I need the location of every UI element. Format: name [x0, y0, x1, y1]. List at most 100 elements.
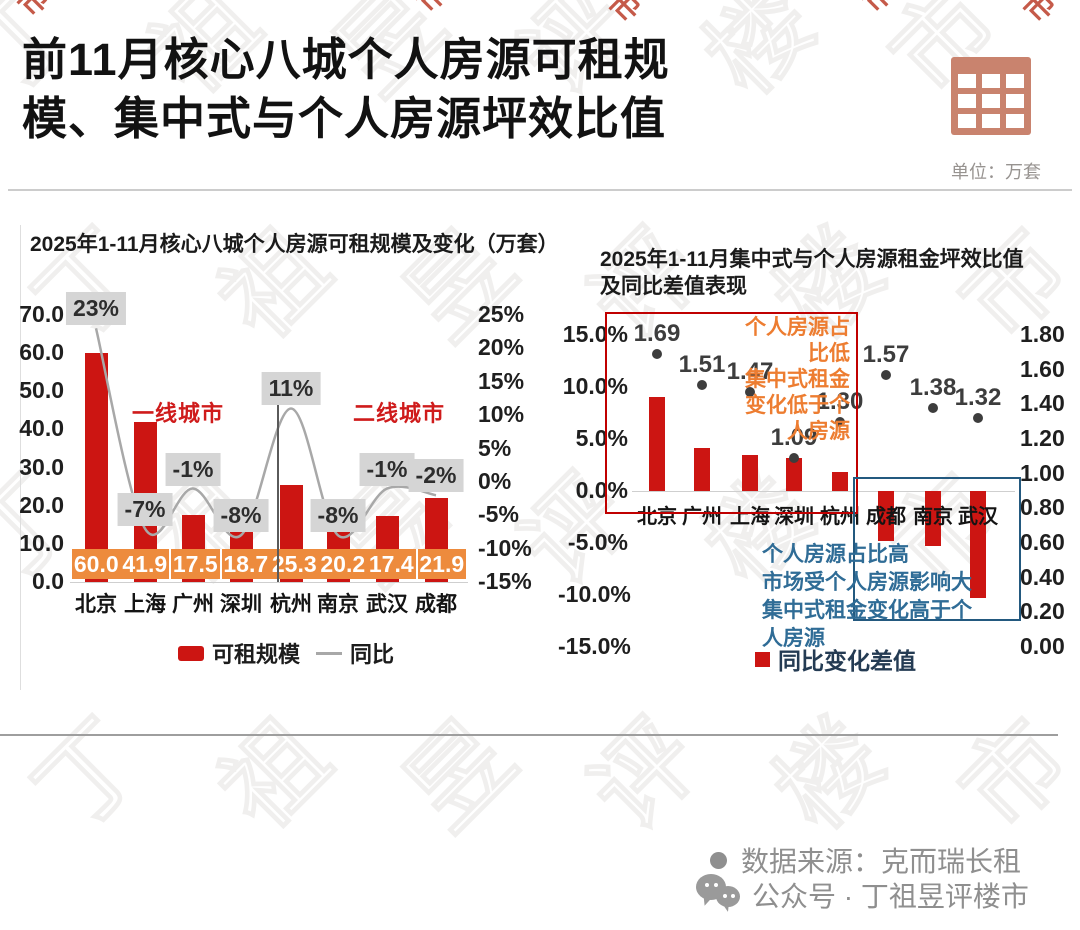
diff-bar	[694, 448, 710, 491]
ratio-dot	[789, 453, 799, 464]
yoy-legend-label: 同比	[350, 642, 395, 667]
yoy-value-label: -1%	[165, 452, 221, 486]
right-axis-tick: 25%	[478, 301, 525, 327]
diff-bar	[742, 454, 758, 491]
tier-divider-line	[277, 402, 279, 582]
city-label: 深圳	[774, 506, 814, 528]
right-axis-tick: 10%	[478, 401, 525, 428]
page-title-line1: 前11月核心八城个人房源可租规	[22, 34, 670, 85]
table-icon-cells	[958, 74, 1024, 128]
rental-scale-legend-swatch	[178, 645, 204, 661]
right-chart-left-axis-tick: -5.0%	[567, 529, 628, 555]
watermark-red-glyph: 市	[410, 0, 455, 19]
city-label: 武汉	[958, 506, 998, 528]
ratio-dot	[652, 349, 662, 360]
yoy-value-label: -7%	[117, 492, 173, 526]
ratio-value-label: 1.38	[909, 373, 957, 401]
wechat-icon	[696, 874, 742, 916]
right-chart-right-axis-tick: 1.60	[1020, 355, 1065, 382]
account-text: 公众号 · 丁祖昱评楼市	[752, 881, 1029, 912]
low-share-annotation-line: 集中式租金变化低于个人房源	[745, 368, 850, 443]
ratio-dot	[835, 416, 845, 427]
source-row: 数据来源：克而瑞长租	[710, 840, 1021, 880]
yoy-value-label: -1%	[359, 452, 415, 486]
right-chart-legend: 同比变化差值	[755, 642, 916, 676]
left-axis-tick: 40.0	[19, 415, 64, 442]
right-chart-right-axis-tick: 0.00	[1020, 633, 1065, 659]
ratio-dot	[697, 380, 707, 391]
bar-value-label: 25.3	[271, 550, 317, 577]
right-chart-left-axis-tick: 5.0%	[575, 425, 628, 451]
diff-bar	[832, 472, 848, 491]
right-axis-tick: 15%	[478, 367, 525, 394]
unit-label: 单位：万套	[951, 162, 1041, 182]
left-axis-tick: 70.0	[19, 301, 64, 327]
ratio-dot	[928, 402, 938, 413]
watermark-glyph: 楼	[754, 699, 905, 850]
bar-value-label: 60.0	[73, 550, 119, 577]
city-label: 成都	[866, 506, 906, 528]
bar-value-label: 21.9	[419, 550, 465, 577]
ratio-dot	[745, 387, 755, 398]
watermark-red-glyph: 市	[12, 0, 57, 23]
diff-legend-swatch	[755, 651, 770, 667]
yoy-value-label: 23%	[65, 292, 127, 326]
city-label: 广州	[682, 506, 722, 528]
right-chart-right-axis-tick: 1.40	[1020, 390, 1065, 417]
diff-bar	[786, 457, 802, 491]
page-title-line2: 模、集中式与个人房源坪效比值	[22, 93, 667, 144]
ratio-value-label: 1.09	[770, 424, 818, 452]
diff-bar	[970, 491, 986, 599]
high-share-annotation-line: 市场受个人房源影响大集中式租金变化高于个人房源	[762, 571, 972, 650]
left-axis-tick: 0.0	[32, 568, 64, 594]
watermark-glyph: 市	[939, 699, 1080, 850]
diff-bar	[878, 491, 894, 541]
yoy-value-label: -8%	[310, 499, 366, 533]
yoy-value-label: 11%	[261, 372, 321, 406]
right-chart-left-axis-tick: -15.0%	[558, 633, 631, 659]
right-axis-tick: -10%	[478, 534, 532, 561]
city-label: 北京	[637, 506, 677, 528]
city-label: 成都	[415, 593, 457, 616]
watermark-red-glyph: 市	[856, 0, 901, 19]
city-label: 南京	[317, 593, 359, 616]
ratio-value-label: 1.47	[726, 358, 774, 386]
watermark-glyph: 评	[569, 699, 720, 850]
yoy-value-label: -8%	[213, 499, 269, 533]
city-label: 武汉	[366, 593, 408, 616]
table-icon	[951, 57, 1031, 135]
bar-value-label: 20.2	[320, 550, 366, 577]
bullet-icon	[710, 851, 727, 869]
city-label: 南京	[913, 506, 953, 528]
right-axis-tick: -5%	[478, 501, 519, 528]
right-axis-tick: -15%	[478, 568, 532, 594]
ratio-value-label: 1.69	[633, 320, 681, 348]
ratio-value-label: 1.51	[678, 351, 726, 379]
header-divider	[8, 189, 1072, 191]
right-chart-title: 2025年1-11月集中式与个人房源租金坪效比值 及同比差值表现	[600, 248, 1024, 298]
right-chart-right-axis-tick: 0.40	[1020, 563, 1065, 590]
watermark-red-glyph: 市	[1018, 0, 1063, 29]
bar-value-label: 17.5	[171, 549, 222, 579]
bar-value-label: 18.7	[223, 550, 269, 577]
watermark-glyph: 楼	[684, 0, 835, 116]
high-share-annotation: 个人房源占比高市场受个人房源影响大集中式租金变化高于个人房源	[762, 541, 974, 653]
right-axis-tick: 5%	[478, 434, 512, 461]
watermark-glyph: 昱	[384, 699, 535, 850]
tier2-label: 二线城市	[352, 401, 446, 426]
watermark-glyph: 丁	[14, 699, 165, 850]
ratio-dot	[973, 413, 983, 424]
account-row: 公众号 · 丁祖昱评楼市	[696, 874, 1029, 916]
ratio-value-label: 1.32	[954, 384, 1002, 412]
data-source-text: 数据来源：克而瑞长租	[741, 846, 1022, 877]
right-chart-right-axis-tick: 0.20	[1020, 598, 1065, 625]
high-share-annotation-line: 个人房源占比高	[762, 543, 909, 566]
footer-divider	[0, 734, 1058, 736]
high-share-box	[853, 477, 1021, 621]
left-chart-legend: 可租规模 同比	[178, 637, 394, 669]
city-label: 北京	[75, 593, 117, 616]
low-share-annotation-line: 个人房源占比低	[745, 316, 850, 365]
diff-legend-label: 同比变化差值	[778, 648, 916, 674]
city-label: 上海	[124, 593, 166, 616]
city-label: 广州	[172, 593, 214, 616]
